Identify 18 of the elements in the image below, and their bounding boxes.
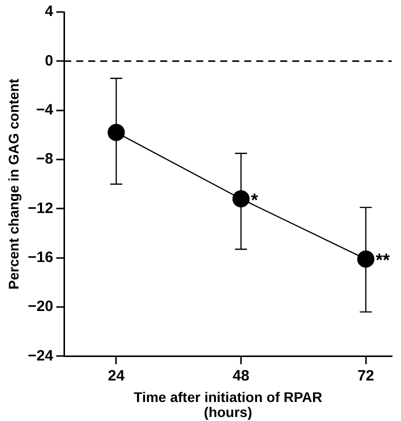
annotation: * [251, 190, 258, 210]
x-tick-label: 72 [357, 367, 374, 384]
y-tick-label: −8 [36, 150, 54, 168]
y-tick-label: −24 [28, 347, 54, 364]
y-tick-label: 0 [44, 52, 54, 70]
x-tick-label: 48 [232, 367, 250, 384]
point [108, 124, 125, 142]
point [232, 190, 250, 208]
y-tick-label: −4 [36, 101, 54, 118]
y-tick-label: −16 [28, 249, 54, 266]
y-axis-title: Percent change in GAG content [5, 78, 22, 290]
x-tick-label: 24 [108, 367, 126, 384]
x-axis-title: Time after initiation of RPAR (hours) [134, 388, 322, 420]
y-tick-label: −20 [28, 298, 54, 316]
y-tick-label: −12 [28, 200, 54, 217]
point [357, 250, 374, 268]
y-tick-label: 4 [44, 3, 54, 20]
annotation: ** [376, 250, 390, 270]
